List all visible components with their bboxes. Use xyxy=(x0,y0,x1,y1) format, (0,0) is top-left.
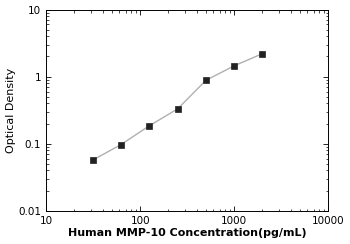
X-axis label: Human MMP-10 Concentration(pg/mL): Human MMP-10 Concentration(pg/mL) xyxy=(68,228,307,238)
Y-axis label: Optical Density: Optical Density xyxy=(6,68,15,153)
